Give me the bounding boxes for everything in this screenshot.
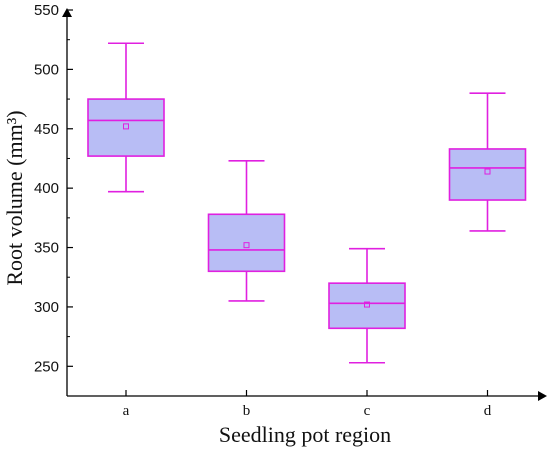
x-tick-label: a [123,403,130,419]
axes [62,8,547,401]
mean-marker [123,123,129,130]
box-d [448,92,527,232]
y-tick-label: 400 [34,180,59,197]
x-axis-arrow [538,391,547,401]
y-axis-arrow [62,8,72,17]
y-tick-label: 350 [34,240,59,257]
y-tick-label: 550 [34,2,59,19]
x-tick-label: c [364,403,371,419]
box-c [328,247,406,364]
mean-marker [484,168,491,175]
y-tick-label: 250 [34,358,59,375]
y-tick-label: 500 [34,61,59,78]
box-b [207,160,286,302]
iqr-box [328,282,406,330]
y-axis-title: Root volume (mm³) [2,110,27,285]
x-tick-label: d [484,403,492,419]
y-axis-ticks: 250 300 350 400 450 500 550 [34,2,73,375]
mean-marker [364,301,370,308]
iqr-box [87,98,165,157]
x-axis-ticks: a b c d [123,390,492,419]
boxes [87,42,527,364]
iqr-box [207,213,286,273]
x-tick-label: b [243,403,251,419]
box-a [87,42,165,193]
y-tick-label: 300 [34,299,59,316]
x-axis-title: Seedling pot region [219,422,391,447]
y-tick-label: 450 [34,121,59,138]
mean-marker [243,242,250,249]
